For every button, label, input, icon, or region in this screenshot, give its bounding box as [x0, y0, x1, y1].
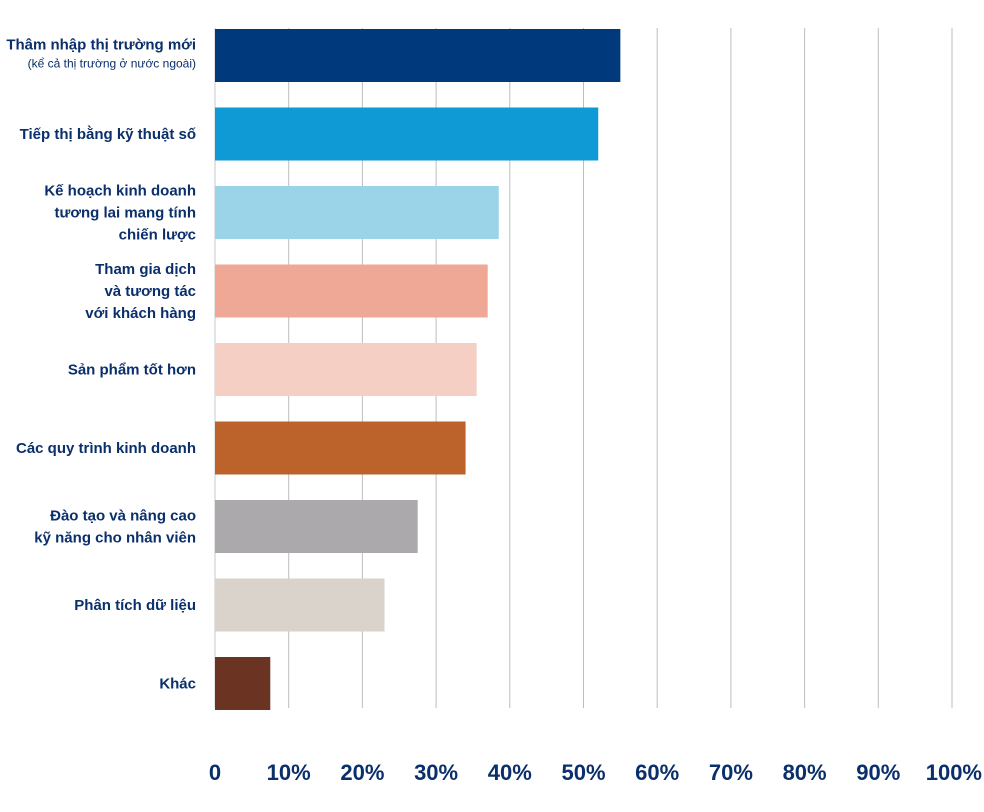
category-label: Phân tích dữ liệu — [74, 597, 196, 614]
bar — [215, 657, 271, 710]
category-label: Kế hoạch kinh doanh tương lai mang tính ch… — [44, 183, 196, 244]
x-tick-label: 80% — [783, 760, 827, 785]
x-tick-label: 20% — [340, 760, 384, 785]
bar — [215, 578, 385, 632]
category-label: Thâm nhập thị trường mới (kể cả thị trườn… — [6, 37, 196, 71]
x-tick-label: 30% — [414, 760, 458, 785]
x-tick-label: 50% — [561, 760, 605, 785]
category-label: Các quy trình kinh doanh — [16, 440, 196, 457]
bar — [215, 264, 488, 318]
bar — [215, 29, 621, 82]
x-tick-label: 90% — [856, 760, 900, 785]
bars — [215, 29, 621, 710]
category-label: Khác — [159, 676, 196, 693]
category-labels: Thâm nhập thị trường mới (kể cả thị trườn… — [6, 37, 196, 693]
bar — [215, 421, 466, 475]
category-label: Tiếp thị bằng kỹ thuật số — [20, 125, 196, 143]
bar — [215, 107, 599, 161]
x-tick-label: 0 — [209, 760, 221, 785]
category-label: Đào tạo và nâng cao kỹ năng cho nhân viên — [34, 508, 196, 547]
x-tick-label: 70% — [709, 760, 753, 785]
category-label: Tham gia dịch và tương tác với khách hàng — [85, 261, 196, 322]
bar — [215, 343, 477, 396]
bar — [215, 500, 418, 553]
x-tick-label: 100% — [926, 760, 982, 785]
x-tick-labels: 0 10% 20% 30% 40% 50% 60% 70% 80% 90% 100% — [209, 760, 982, 785]
x-tick-label: 40% — [488, 760, 532, 785]
x-tick-label: 10% — [267, 760, 311, 785]
category-label: Sản phẩm tốt hơn — [68, 362, 196, 379]
x-tick-label: 60% — [635, 760, 679, 785]
bar — [215, 186, 499, 239]
